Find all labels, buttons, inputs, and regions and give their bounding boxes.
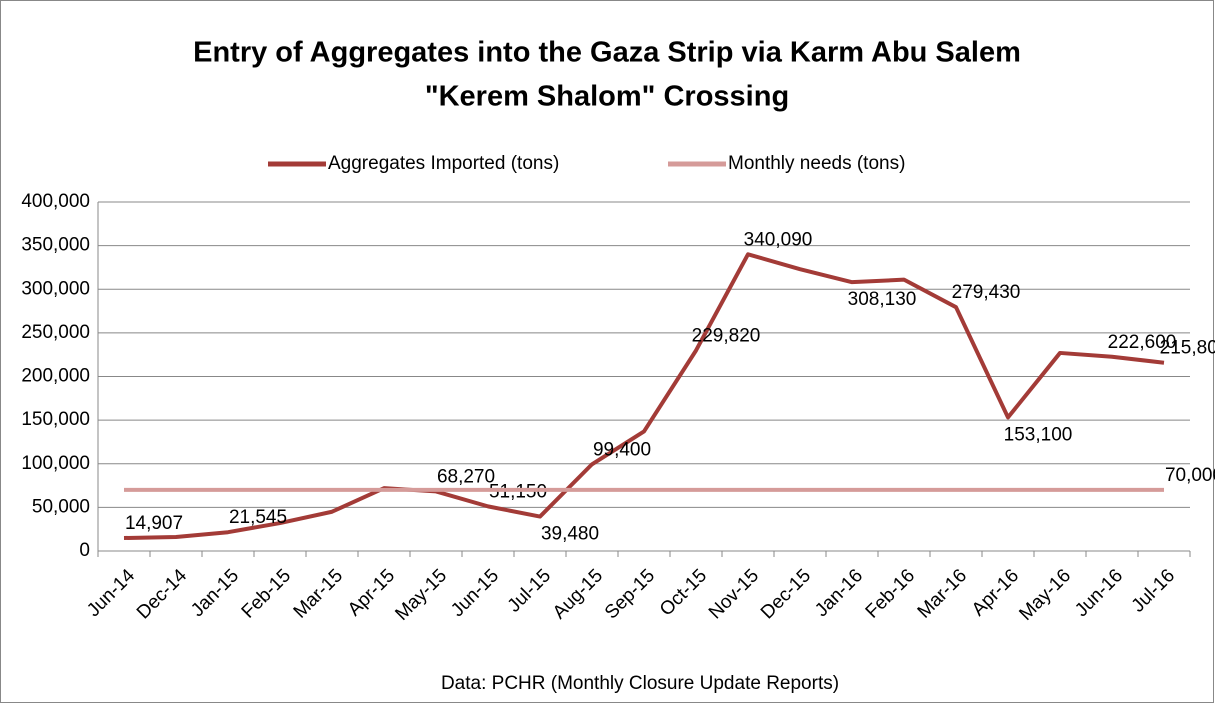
data-label: 215,800 [1160, 338, 1215, 359]
data-label: 99,400 [593, 439, 651, 460]
legend-label: Monthly needs (tons) [728, 153, 905, 174]
y-tick-label: 150,000 [21, 409, 90, 430]
data-line [123, 252, 1165, 540]
data-label: 308,130 [848, 289, 917, 310]
chart-title: "Kerem Shalom" Crossing [425, 81, 789, 113]
source-note: Data: PCHR (Monthly Closure Update Repor… [441, 673, 839, 694]
y-tick-label: 200,000 [21, 366, 90, 387]
y-tick-label: 350,000 [21, 235, 90, 256]
data-label: 340,090 [744, 229, 813, 250]
data-label: 279,430 [952, 282, 1021, 303]
data-label: 229,820 [692, 325, 761, 346]
data-label: 222,600 [1108, 332, 1177, 353]
data-label: 14,907 [125, 513, 183, 534]
y-tick-label: 250,000 [21, 322, 90, 343]
data-label: 70,000 [1165, 465, 1215, 486]
y-tick-label: 0 [79, 540, 90, 561]
data-label: 21,545 [229, 507, 287, 528]
y-tick-label: 400,000 [21, 191, 90, 212]
chart-title: Entry of Aggregates into the Gaza Strip … [193, 37, 1021, 69]
data-label: 153,100 [1004, 424, 1073, 445]
legend-label: Aggregates Imported (tons) [328, 153, 559, 174]
y-tick-label: 300,000 [21, 278, 90, 299]
data-label: 68,270 [437, 466, 495, 487]
y-tick-label: 100,000 [21, 453, 90, 474]
data-label: 39,480 [541, 524, 599, 545]
y-tick-label: 50,000 [32, 496, 90, 517]
